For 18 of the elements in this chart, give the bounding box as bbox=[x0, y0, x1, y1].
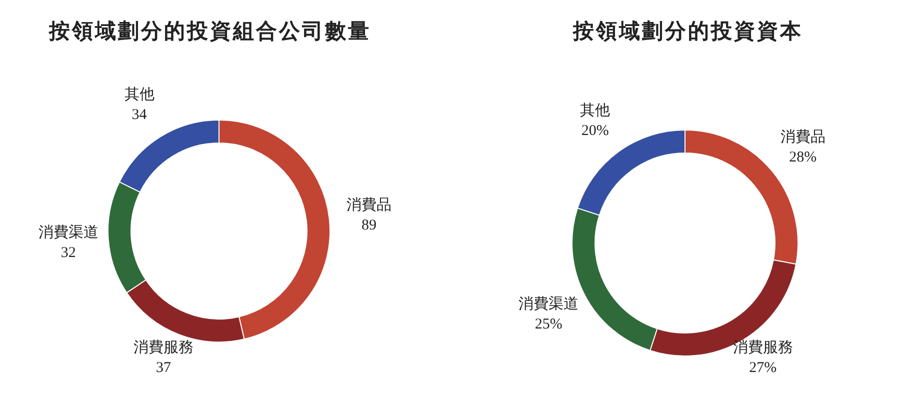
slice-label: 消費服務 bbox=[732, 339, 793, 356]
data-label: 37 bbox=[156, 360, 172, 376]
chart-title: 按領域劃分的投資資本 bbox=[572, 19, 803, 43]
data-label: 89 bbox=[362, 218, 377, 234]
data-label: 27% bbox=[749, 360, 777, 376]
slice-label: 其他 bbox=[124, 86, 154, 103]
data-label: 32 bbox=[60, 244, 76, 261]
data-label: 28% bbox=[789, 149, 817, 166]
data-label: 20% bbox=[581, 123, 609, 140]
slice-label: 消費渠道 bbox=[518, 295, 579, 312]
slice-label: 消費品 bbox=[346, 196, 392, 214]
data-label: 34 bbox=[132, 106, 148, 123]
data-label: 25% bbox=[534, 316, 562, 332]
slice-label: 消費服務 bbox=[134, 339, 194, 356]
chart-title: 按領域劃分的投資組合公司數量 bbox=[48, 19, 371, 43]
slice-label: 消費渠道 bbox=[38, 224, 98, 241]
slice-label: 消費品 bbox=[780, 128, 826, 146]
slice-label: 其他 bbox=[580, 102, 610, 120]
